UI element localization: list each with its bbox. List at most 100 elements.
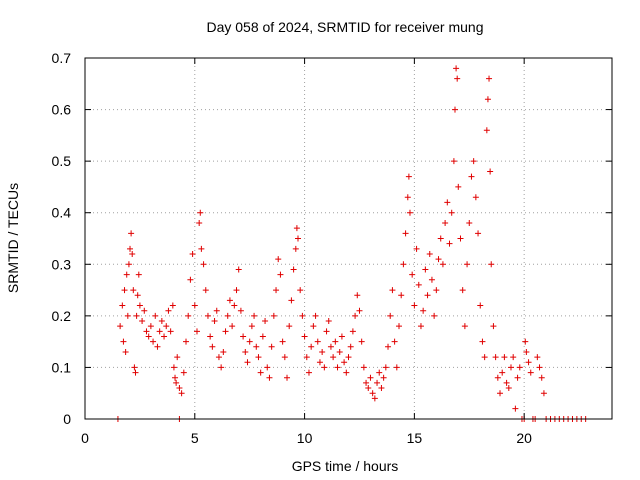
data-point [133, 312, 140, 319]
data-point [488, 261, 495, 268]
data-point [163, 323, 170, 330]
data-point [505, 385, 512, 392]
data-point [345, 354, 352, 361]
data-point [477, 302, 484, 309]
data-point [229, 323, 236, 330]
data-point [461, 323, 468, 330]
data-point [290, 266, 297, 273]
data-point [453, 65, 460, 72]
data-point [169, 302, 176, 309]
grid-lines [85, 58, 612, 419]
data-point [174, 354, 181, 361]
data-point [385, 343, 392, 350]
data-point [197, 209, 204, 216]
data-point [286, 323, 293, 330]
data-point [512, 405, 519, 412]
data-point [128, 230, 135, 237]
data-point [218, 364, 225, 371]
data-point [131, 364, 138, 371]
data-point [154, 343, 161, 350]
data-point [398, 292, 405, 299]
data-point [487, 168, 494, 175]
data-point [334, 364, 341, 371]
data-point [180, 369, 187, 376]
data-point [198, 245, 205, 252]
data-point [424, 292, 431, 299]
data-point [284, 374, 291, 381]
y-tick-label: 0.1 [52, 359, 72, 375]
data-point [354, 292, 361, 299]
data-point [367, 374, 374, 381]
data-point [396, 323, 403, 330]
data-point [459, 287, 466, 294]
data-point [185, 312, 192, 319]
data-point [308, 343, 315, 350]
data-point [413, 245, 420, 252]
data-point [264, 364, 271, 371]
data-point [224, 312, 231, 319]
data-point [143, 328, 150, 335]
data-point [435, 256, 442, 263]
data-point [207, 333, 214, 340]
data-point [259, 333, 266, 340]
data-point [387, 312, 394, 319]
data-point [536, 364, 543, 371]
data-point [492, 354, 499, 361]
data-point [178, 390, 185, 397]
data-point [450, 158, 457, 165]
data-point [134, 292, 141, 299]
data-point [240, 333, 247, 340]
data-point [120, 338, 127, 345]
data-point [464, 261, 471, 268]
data-point [277, 271, 284, 278]
data-point [409, 271, 416, 278]
data-point [124, 312, 131, 319]
data-point [391, 338, 398, 345]
data-point [167, 328, 174, 335]
data-point [336, 348, 343, 355]
data-point [468, 173, 475, 180]
data-point [422, 266, 429, 273]
data-point [417, 323, 424, 330]
data-point [507, 364, 514, 371]
data-point [248, 323, 255, 330]
data-point [389, 287, 396, 294]
data-point [523, 348, 530, 355]
data-point [358, 338, 365, 345]
x-axis-label: GPS time / hours [292, 458, 399, 474]
data-point [121, 287, 128, 294]
data-point [135, 271, 142, 278]
data-point [165, 307, 172, 314]
data-point [481, 354, 488, 361]
data-point [402, 230, 409, 237]
data-point [442, 220, 449, 227]
data-point [426, 250, 433, 257]
data-point [292, 245, 299, 252]
data-point [360, 364, 367, 371]
y-tick-label: 0.3 [52, 256, 72, 272]
data-point [281, 354, 288, 361]
data-point [347, 343, 354, 350]
data-point [242, 348, 249, 355]
data-point [189, 250, 196, 257]
data-point [202, 287, 209, 294]
data-point [365, 385, 372, 392]
data-point [369, 390, 376, 397]
plot-frame [84, 57, 613, 420]
data-point [279, 338, 286, 345]
data-point [540, 390, 547, 397]
data-point [303, 354, 310, 361]
data-point [451, 106, 458, 113]
data-point [325, 318, 332, 325]
data-point [312, 312, 319, 319]
data-point [352, 312, 359, 319]
data-point [139, 318, 146, 325]
data-point [454, 75, 461, 82]
x-tick-label: 15 [407, 430, 423, 446]
data-point [187, 276, 194, 283]
data-point [173, 379, 180, 386]
data-point [503, 379, 510, 386]
data-point [411, 302, 418, 309]
